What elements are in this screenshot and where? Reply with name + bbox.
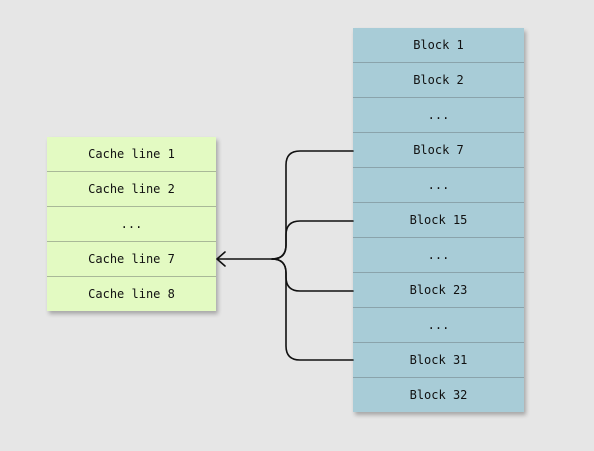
- memory-block-cell: ...: [353, 238, 524, 273]
- memory-block-cell: Block 15: [353, 203, 524, 238]
- memory-block-cell: Block 31: [353, 343, 524, 378]
- connector-block-7: [271, 150, 354, 260]
- memory-block-cell: Block 23: [353, 273, 524, 308]
- memory-block-cell: Block 2: [353, 63, 524, 98]
- cache-lines-column: Cache line 1 Cache line 2 ... Cache line…: [47, 137, 216, 311]
- memory-blocks-column: Block 1 Block 2 ... Block 7 ... Block 15…: [353, 28, 524, 412]
- cache-line-cell: Cache line 2: [47, 172, 216, 207]
- cache-line-cell: Cache line 1: [47, 137, 216, 172]
- cache-line-cell: Cache line 8: [47, 277, 216, 311]
- memory-block-cell: ...: [353, 308, 524, 343]
- memory-block-cell: ...: [353, 168, 524, 203]
- memory-block-cell: ...: [353, 98, 524, 133]
- cache-line-cell: Cache line 7: [47, 242, 216, 277]
- connector-block-31: [271, 258, 354, 361]
- memory-block-cell: Block 7: [353, 133, 524, 168]
- cache-line-cell: ...: [47, 207, 216, 242]
- memory-block-cell: Block 32: [353, 378, 524, 412]
- arrowhead-icon: [216, 251, 226, 267]
- connector-block-15: [271, 220, 354, 260]
- memory-block-cell: Block 1: [353, 28, 524, 63]
